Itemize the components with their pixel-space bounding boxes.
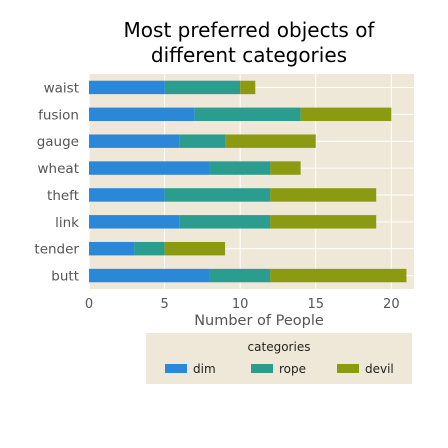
legend-title: categories (248, 340, 311, 354)
bar-fusion-dim (89, 107, 195, 122)
bar-fusion-devil (300, 107, 392, 122)
category-label: theft (47, 188, 79, 204)
bar-link-dim (89, 215, 180, 229)
bar-butt-dim (89, 268, 210, 283)
bar-theft-dim (89, 188, 165, 202)
x-tick-label: 20 (383, 297, 400, 312)
bars (89, 80, 407, 283)
category-label: tender (34, 242, 79, 258)
bar-wheat-devil (270, 161, 301, 175)
x-axis-label: Number of People (194, 313, 324, 329)
legend-label-devil: devil (365, 362, 394, 376)
bar-tender-devil (164, 241, 226, 256)
bar-theft-devil (270, 188, 377, 202)
plot-area (89, 74, 414, 289)
bar-wheat-rope (209, 161, 271, 175)
legend-swatch-devil (337, 364, 359, 373)
legend-items: dim rope devil (165, 362, 394, 376)
category-label: link (55, 215, 79, 231)
x-tick-label: 5 (160, 297, 168, 312)
bar-waist-devil (240, 80, 256, 95)
category-label: fusion (38, 107, 79, 123)
bar-gauge-devil (225, 134, 316, 148)
bar-link-devil (270, 215, 377, 229)
bar-gauge-rope (179, 134, 226, 148)
legend-swatch-rope (251, 364, 273, 373)
tick-labels: 0 5 10 15 20 (85, 297, 400, 312)
category-label: gauge (37, 134, 79, 150)
legend: categories dim rope devil (146, 333, 412, 384)
bar-waist-rope (164, 80, 241, 95)
x-tick-label: 15 (307, 297, 324, 312)
x-tick-label: 10 (232, 297, 249, 312)
legend-swatch-dim (165, 364, 187, 373)
bar-theft-rope (164, 188, 271, 202)
bar-tender-rope (134, 241, 165, 256)
category-label: waist (44, 80, 79, 96)
bar-gauge-dim (89, 134, 180, 148)
bar-link-rope (179, 215, 271, 229)
category-label: butt (51, 269, 79, 285)
legend-label-dim: dim (193, 362, 216, 376)
category-labels: waist fusion gauge wheat theft link tender butt (34, 80, 79, 284)
chart-title-line-1: Most preferred objects of (124, 18, 376, 42)
bar-wheat-dim (89, 161, 210, 175)
bar-butt-rope (209, 268, 271, 283)
category-label: wheat (38, 161, 79, 177)
bar-tender-dim (89, 241, 135, 256)
bar-waist-dim (89, 80, 165, 95)
bar-butt-devil (270, 268, 407, 283)
bar-fusion-rope (194, 107, 301, 122)
legend-box (146, 333, 412, 384)
chart-title-line-2: different categories (151, 43, 347, 67)
legend-label-rope: rope (279, 362, 306, 376)
x-tick-label: 0 (85, 297, 93, 312)
